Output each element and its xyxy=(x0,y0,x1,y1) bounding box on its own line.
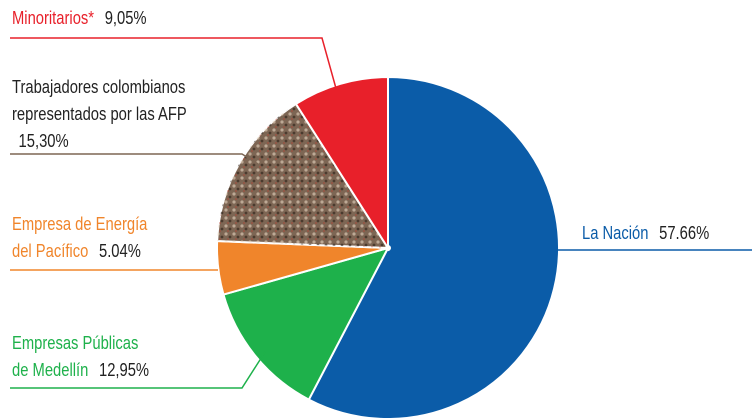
leader-line xyxy=(10,37,338,93)
slice-value: 9,05% xyxy=(104,8,147,28)
slice-value: 57.66% xyxy=(659,223,710,243)
pie-slice xyxy=(307,75,560,418)
center-dot xyxy=(385,245,391,251)
slice-name: La Nación xyxy=(582,223,649,243)
slice-label: Empresas Públicas de Medellín 12,95% xyxy=(12,330,151,384)
leader-line xyxy=(10,153,259,165)
slice-value: 15,30% xyxy=(18,131,69,151)
slice-label: Minoritarios* 9,05% xyxy=(12,5,258,32)
slice-name: Empresa de Energía del Pacífico xyxy=(12,214,148,261)
pie-slice xyxy=(294,75,389,252)
slice-texture xyxy=(217,103,388,248)
slice-value: 5.04% xyxy=(98,241,141,261)
leader-line xyxy=(10,351,266,389)
slice-label: Trabajadores colombianos representados p… xyxy=(12,74,197,155)
slice-value: 12,95% xyxy=(98,360,150,380)
slice-name: Trabajadores colombianos representados p… xyxy=(12,77,187,124)
pie-slice xyxy=(222,246,390,401)
slice-label: Empresa de Energía del Pacífico 5.04% xyxy=(12,211,164,265)
slice-label: La Nación 57.66% xyxy=(582,220,752,247)
slice-name: Empresas Públicas de Medellín xyxy=(12,333,139,380)
slice-name: Minoritarios* xyxy=(12,8,95,28)
